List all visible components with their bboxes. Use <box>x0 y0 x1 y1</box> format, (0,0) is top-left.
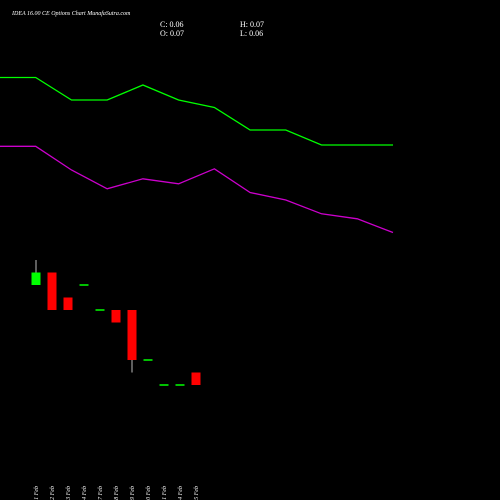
candle-body <box>47 272 57 310</box>
x-tick-label: 19 Feb <box>130 486 136 500</box>
x-tick-label: 11 Feb <box>34 486 40 500</box>
candle-body <box>143 359 153 361</box>
line-series <box>0 76 393 146</box>
x-tick-label: 18 Feb <box>114 486 120 500</box>
line-series <box>0 145 394 234</box>
x-tick-label: 14 Feb <box>81 486 88 500</box>
candle-body <box>175 384 185 386</box>
ohlc-label: L: 0.06 <box>240 29 263 38</box>
candle-body <box>127 310 137 360</box>
candle-body <box>159 384 169 386</box>
x-tick-label: 17 Feb <box>98 486 104 500</box>
candle-body <box>95 309 105 311</box>
candle-body <box>79 284 89 286</box>
ohlc-label: O: 0.07 <box>160 29 184 38</box>
x-tick-label: 21 Feb <box>162 486 168 500</box>
ohlc-label: C: 0.06 <box>160 20 184 29</box>
candle-body <box>63 297 73 310</box>
x-tick-label: 24 Feb <box>177 486 184 500</box>
candle-body <box>191 372 201 385</box>
x-tick-label: 25 Feb <box>194 486 200 500</box>
candle-body <box>31 272 41 285</box>
chart-title: IDEA 16.00 CE Options Chart MunafaSutra.… <box>11 10 131 17</box>
x-tick-label: 12 Feb <box>50 486 56 500</box>
candle-body <box>111 310 121 323</box>
x-tick-label: 13 Feb <box>66 486 72 500</box>
ohlc-label: H: 0.07 <box>240 20 264 29</box>
x-tick-label: 20 Feb <box>146 486 152 500</box>
